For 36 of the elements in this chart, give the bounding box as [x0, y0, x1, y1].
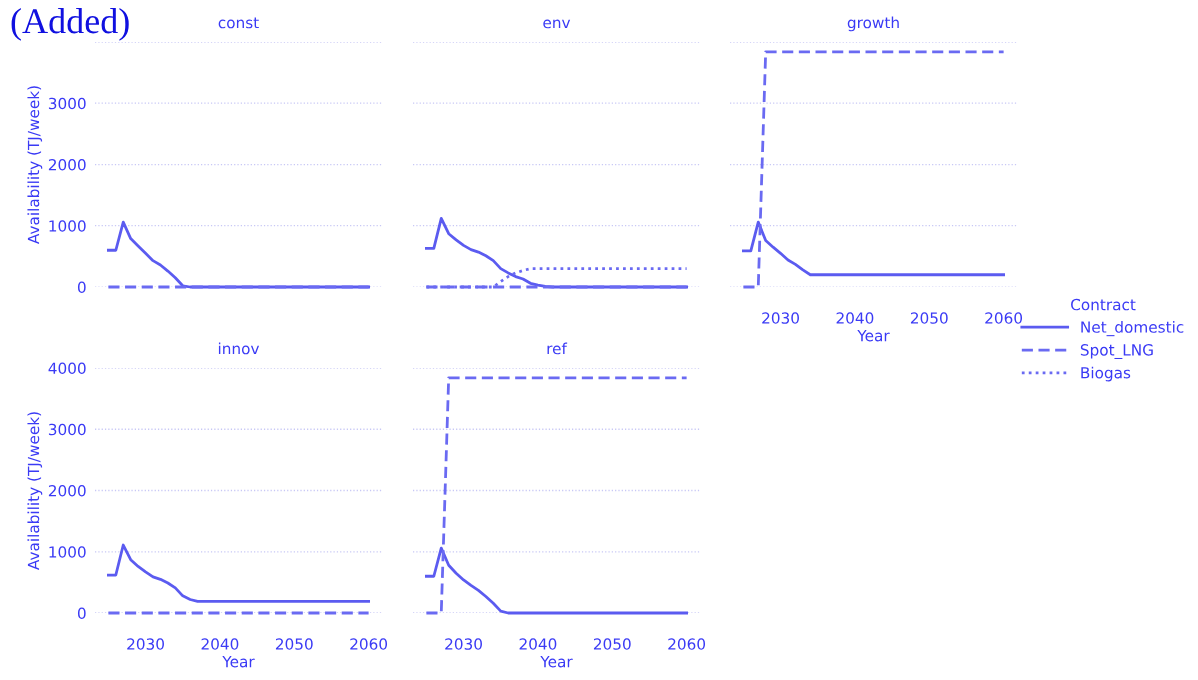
- chart-title: innov: [218, 342, 260, 355]
- text: (Added): [11, 8, 129, 41]
- y-tick-label: 4000: [48, 362, 86, 375]
- x-tick-label: 2040: [519, 638, 557, 650]
- chart-title: growth: [847, 16, 899, 32]
- x-tick-label: 2030: [445, 638, 482, 650]
- x-tick-label: 2050: [593, 638, 631, 650]
- x-tick-label: 2040: [836, 312, 874, 324]
- y-tick-label: 0: [77, 607, 86, 620]
- y-tick-label: 3000: [48, 423, 86, 436]
- x-tick-label: 2030: [762, 312, 799, 324]
- legend-title: Contract: [1071, 298, 1136, 311]
- x-tick-label: 2060: [350, 638, 388, 650]
- y-tick-label: 3000: [48, 97, 86, 110]
- y-tick-label: 0: [77, 281, 86, 294]
- y-axis-title: Availability (TJ/week): [27, 412, 43, 570]
- y-tick-label: 1000: [49, 546, 86, 558]
- x-tick-label: 2060: [668, 638, 706, 650]
- x-tick-label: 2030: [127, 638, 164, 650]
- legend-label: Net_domestic: [1081, 320, 1184, 337]
- y-tick-label: 1000: [49, 220, 86, 232]
- y-tick-label: 2000: [48, 484, 86, 497]
- chart-title: ref: [547, 342, 568, 355]
- x-tick-label: 2060: [985, 312, 1023, 324]
- x-tick-label: 2050: [275, 638, 313, 650]
- x-tick-label: 2040: [201, 638, 239, 650]
- x-axis-title: Year: [222, 656, 255, 668]
- x-tick-label: 2050: [910, 312, 948, 324]
- chart-title: const: [218, 17, 259, 29]
- legend-label: Spot_LNG: [1080, 344, 1153, 360]
- y-axis-title: Availability (TJ/week): [27, 86, 43, 244]
- x-axis-title: Year: [540, 656, 573, 668]
- y-tick-label: 2000: [48, 158, 86, 171]
- legend-label: Biogas: [1081, 366, 1131, 382]
- chart-title: env: [543, 19, 571, 29]
- x-axis-title: Year: [857, 330, 890, 342]
